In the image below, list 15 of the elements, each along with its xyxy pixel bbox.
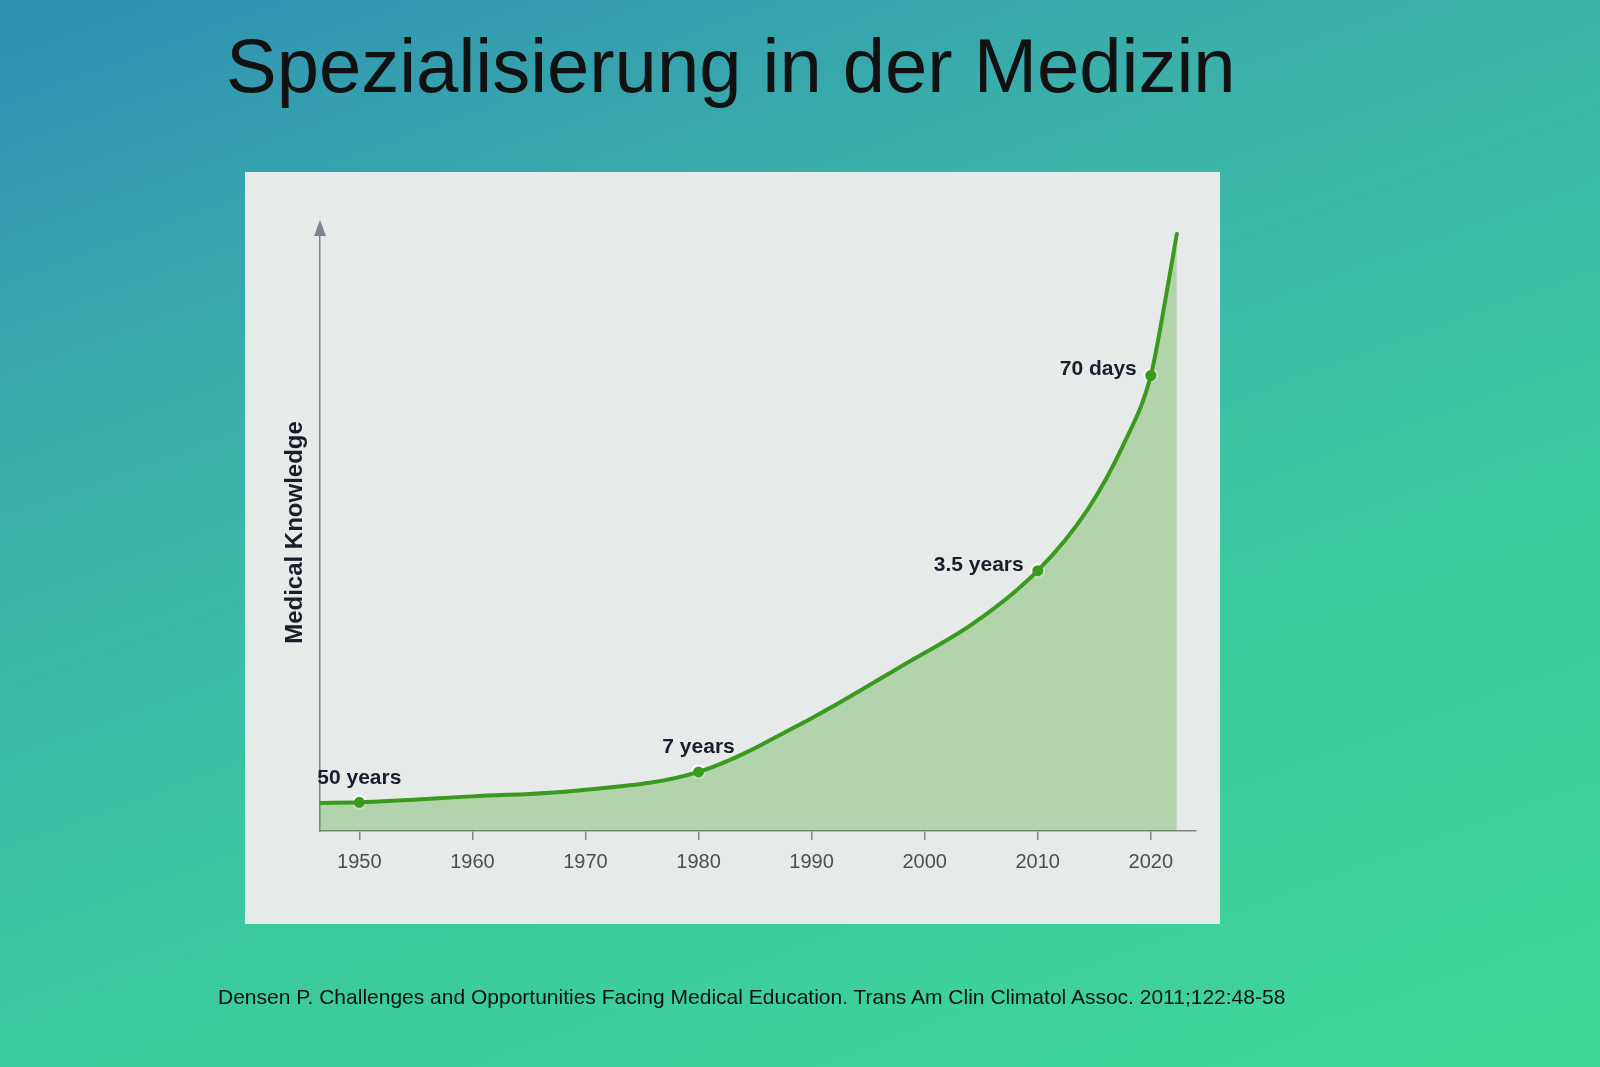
text: Densen P. Challenges and Opportunities Facing Medical Education. Trans Am Clin Climatol Assoc. 2011;122:48-58 — [218, 985, 1287, 1009]
annotation: 7 years — [662, 734, 735, 758]
x-tick-label: 2020 — [1128, 849, 1174, 872]
annotation: 3.5 years — [933, 551, 1024, 575]
x-tick-label: 1980 — [676, 849, 721, 872]
chart-title: Spezialisierung in der Medizin — [226, 22, 1236, 109]
x-tick-label: 1960 — [450, 849, 495, 872]
x-tick-label: 1970 — [563, 849, 608, 872]
x-tick-label: 2010 — [1015, 849, 1060, 872]
annotation: 70 days — [1059, 356, 1137, 380]
y-axis-title: Medical Knowledge — [280, 421, 308, 644]
x-tick-label: 2000 — [902, 849, 947, 872]
x-tick-label: 1990 — [789, 849, 834, 872]
annotation: 50 years — [317, 764, 402, 788]
x-tick-label: 1950 — [337, 849, 382, 872]
